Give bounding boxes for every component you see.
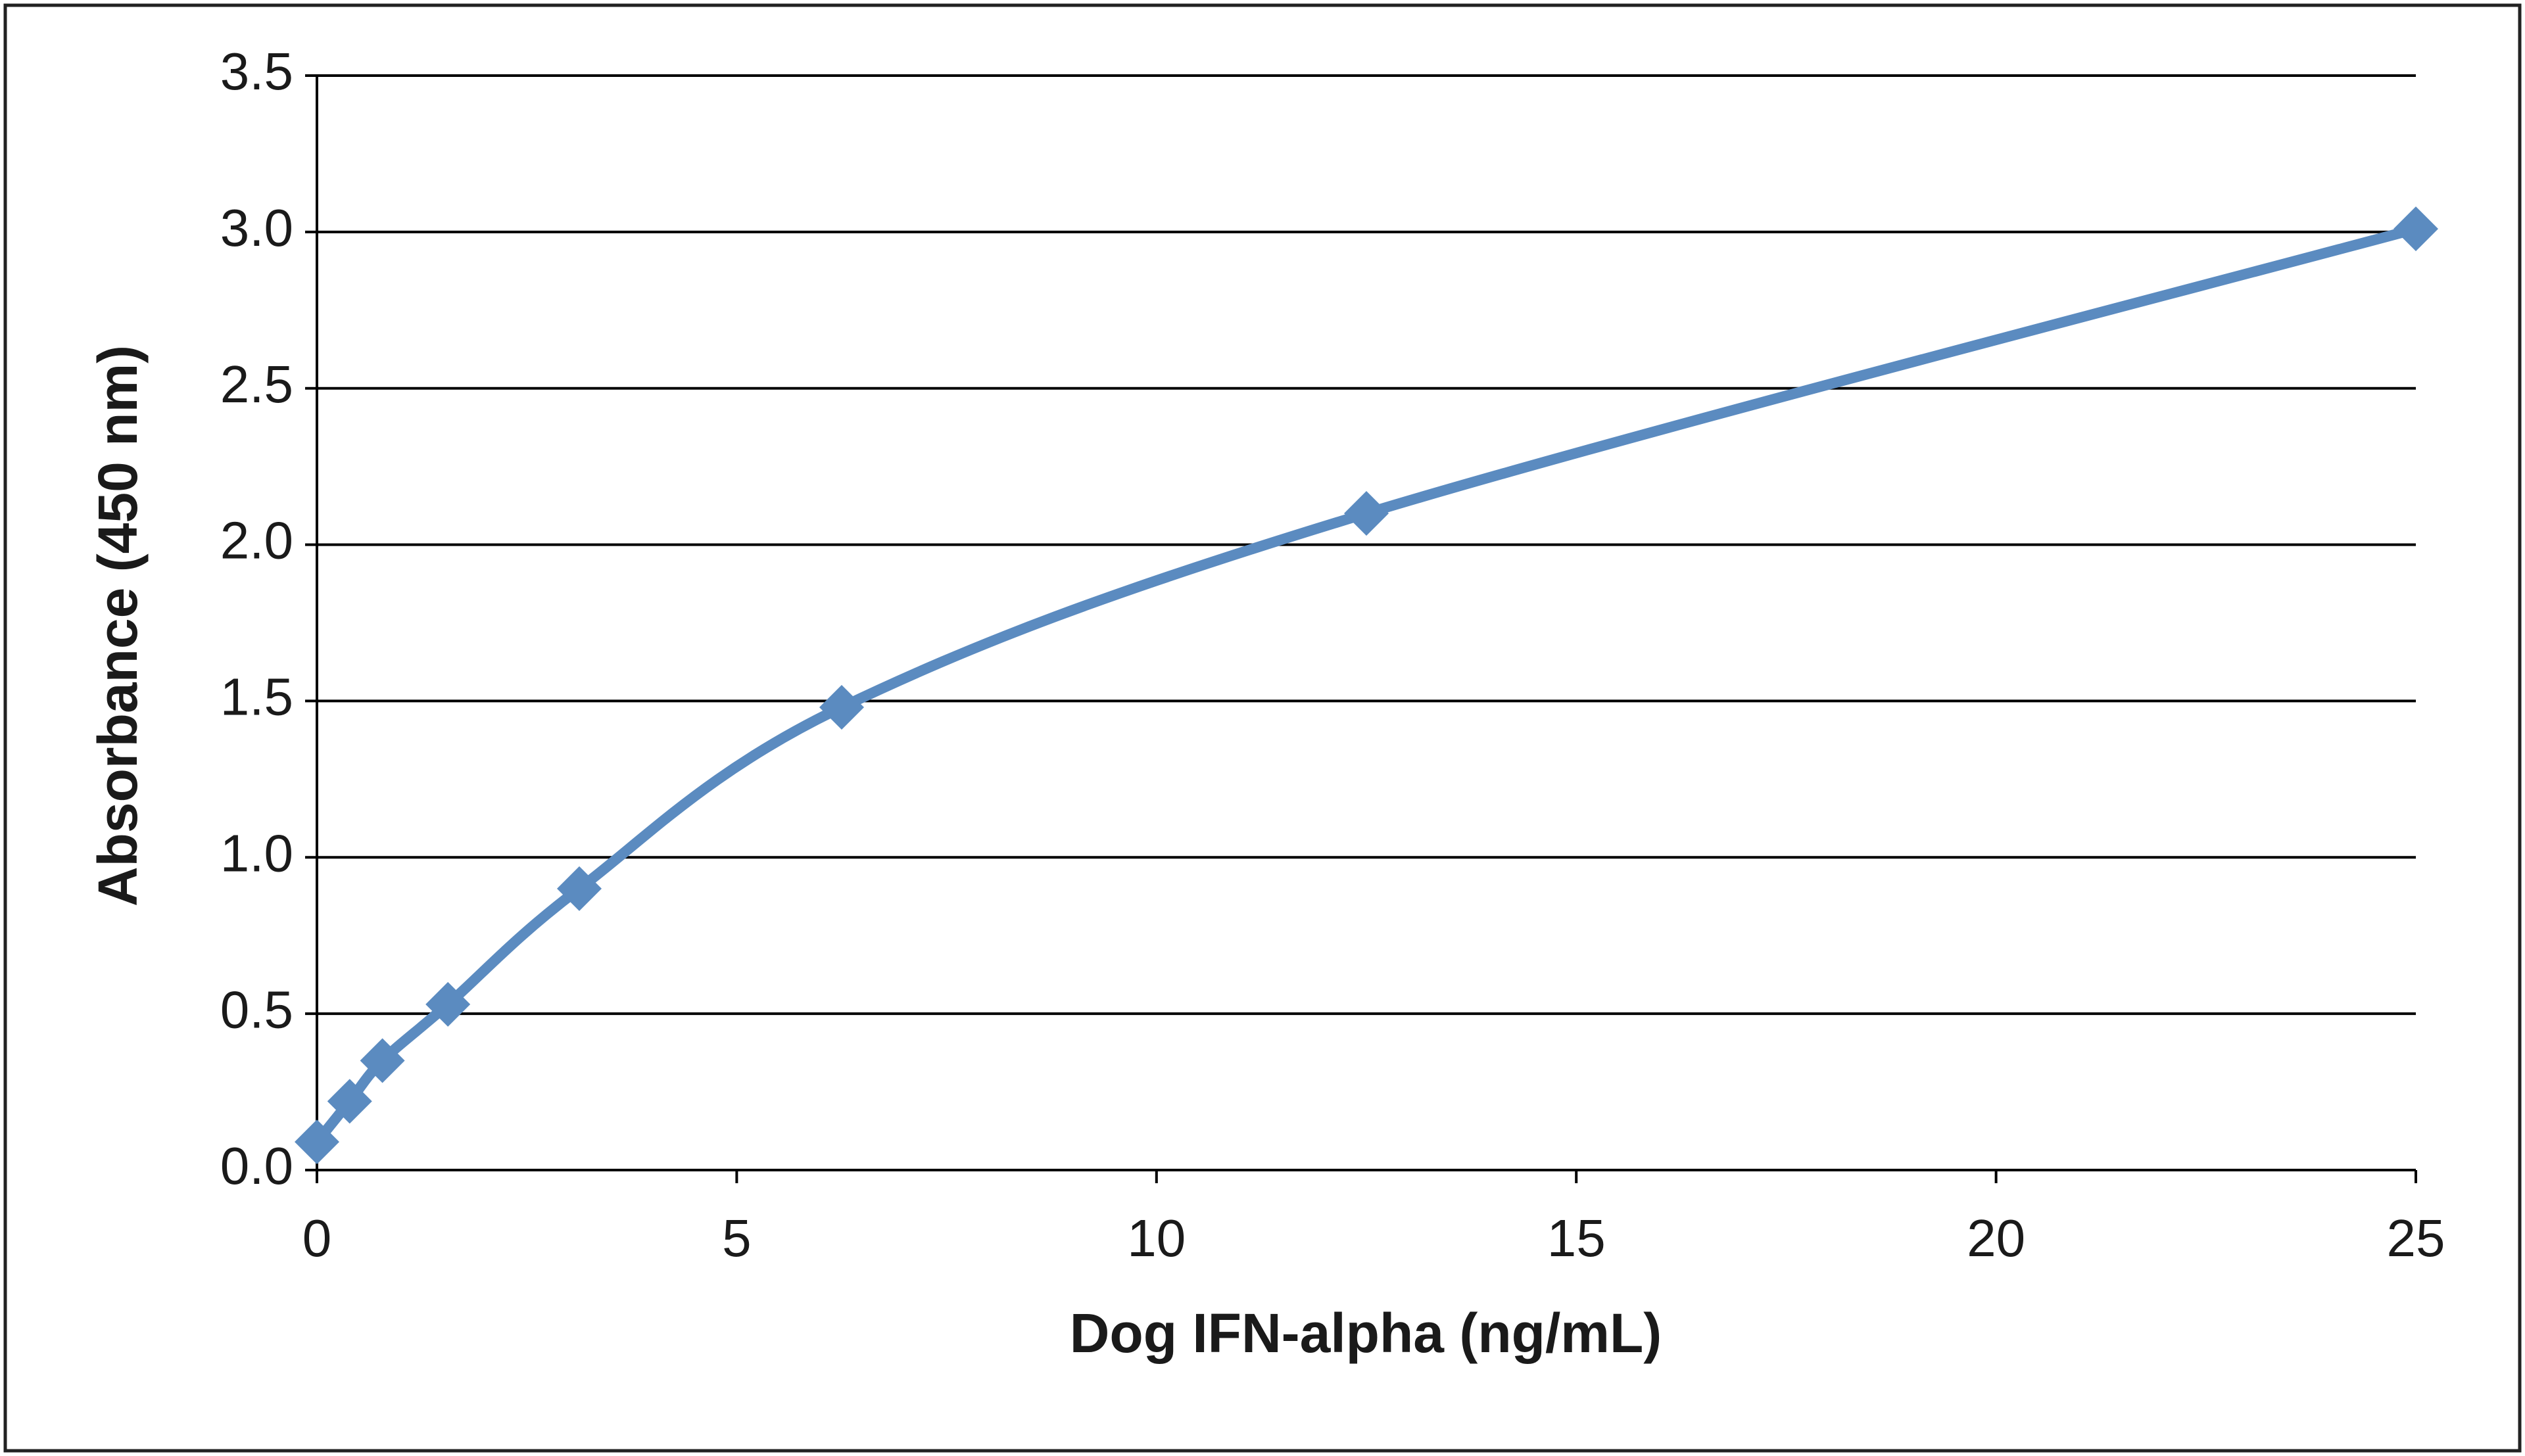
x-tick-label: 25 [2387,1209,2445,1267]
x-tick-label: 10 [1127,1209,1186,1267]
x-tick-label: 5 [722,1209,752,1267]
y-tick-label: 3.5 [220,42,293,101]
data-point [295,1119,339,1165]
data-point [2393,206,2438,252]
y-tick-label: 1.5 [220,668,293,726]
data-point [819,684,864,730]
data-line [312,223,2418,1146]
y-axis-title: Absorbance (450 nm) [87,345,149,906]
chart-border [3,3,2522,1453]
y-tick-label: 0.5 [220,980,293,1039]
y-tick-label: 0.0 [220,1137,293,1195]
x-axis-title: Dog IFN-alpha (ng/mL) [1070,1302,1662,1364]
data-point [557,866,602,911]
data-point [1344,491,1389,536]
y-tick-label: 3.0 [220,199,293,257]
x-tick-label: 15 [1547,1209,1606,1267]
data-point [360,1038,405,1083]
y-tick-label: 2.5 [220,355,293,413]
x-tick-label: 0 [302,1209,332,1267]
y-tick-label: 2.0 [220,511,293,570]
y-tick-label: 1.0 [220,824,293,882]
x-tick-label: 20 [1967,1209,2025,1267]
data-point [327,1079,372,1124]
data-point [425,981,471,1027]
